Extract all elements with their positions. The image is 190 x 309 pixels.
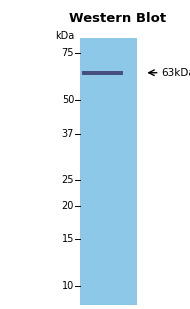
Text: 20: 20 (62, 201, 74, 211)
Text: 15: 15 (62, 234, 74, 244)
Text: 50: 50 (62, 95, 74, 104)
Text: 75: 75 (62, 48, 74, 57)
Text: 63kDa: 63kDa (162, 68, 190, 78)
Text: 10: 10 (62, 281, 74, 291)
Text: kDa: kDa (55, 31, 74, 40)
Text: Western Blot: Western Blot (69, 12, 166, 25)
Text: 25: 25 (62, 175, 74, 185)
Text: 37: 37 (62, 129, 74, 139)
